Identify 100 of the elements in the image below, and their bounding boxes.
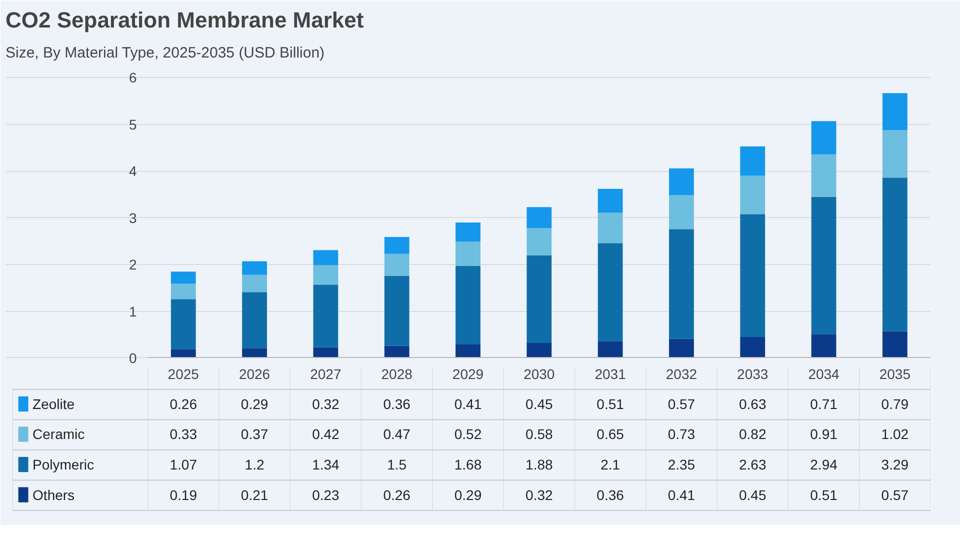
bar bbox=[456, 266, 480, 344]
bar bbox=[170, 272, 196, 284]
data-label: 0.57 bbox=[881, 486, 909, 503]
bar bbox=[811, 154, 836, 197]
y-tick-label: 0 bbox=[129, 350, 138, 366]
x-tick-label: 2026 bbox=[238, 366, 270, 382]
bar bbox=[811, 334, 836, 358]
data-label: 0.63 bbox=[738, 396, 766, 412]
y-tick-label: 3 bbox=[129, 210, 138, 226]
data-label: 0.58 bbox=[526, 426, 553, 442]
bar bbox=[384, 346, 410, 358]
bar bbox=[170, 284, 196, 300]
data-label: 0.41 bbox=[454, 396, 482, 412]
data-label: 0.42 bbox=[312, 426, 340, 442]
bar bbox=[669, 194, 694, 230]
x-tick-label: 2027 bbox=[310, 366, 342, 382]
x-tick-label: 2035 bbox=[879, 366, 911, 382]
y-tick-label: 5 bbox=[129, 116, 138, 132]
bar bbox=[313, 347, 338, 358]
x-tick-label: 2029 bbox=[452, 366, 484, 382]
legend-label: Others bbox=[32, 486, 75, 503]
bar bbox=[526, 255, 552, 344]
bar bbox=[669, 229, 694, 339]
bar bbox=[384, 254, 410, 276]
bar bbox=[598, 243, 623, 342]
data-label: 0.36 bbox=[596, 486, 624, 503]
bar bbox=[882, 130, 908, 178]
bar bbox=[882, 331, 908, 358]
bar bbox=[170, 299, 196, 350]
data-label: 0.23 bbox=[312, 486, 340, 503]
bar bbox=[882, 178, 908, 332]
y-tick-label: 1 bbox=[129, 303, 138, 320]
data-label: 0.82 bbox=[738, 426, 766, 442]
y-tick-label: 4 bbox=[129, 163, 138, 180]
legend-label: Zeolite bbox=[32, 396, 75, 412]
x-tick-label: 2025 bbox=[168, 366, 200, 382]
data-label: 0.45 bbox=[526, 396, 553, 412]
data-label: 3.29 bbox=[881, 456, 909, 472]
data-label: 0.32 bbox=[312, 396, 340, 412]
bar bbox=[669, 168, 694, 195]
data-label: 0.57 bbox=[668, 396, 696, 412]
bar bbox=[598, 188, 623, 213]
bar bbox=[811, 121, 836, 154]
bar bbox=[526, 228, 552, 256]
bar bbox=[740, 146, 766, 176]
bar bbox=[669, 338, 694, 358]
data-label: 0.19 bbox=[170, 486, 198, 503]
data-label: 0.51 bbox=[596, 396, 624, 412]
data-label: 0.73 bbox=[668, 426, 696, 442]
data-label: 0.71 bbox=[810, 396, 838, 412]
data-label: 0.29 bbox=[240, 396, 268, 412]
x-tick-label: 2032 bbox=[666, 366, 698, 382]
bar bbox=[456, 242, 480, 266]
legend-label: Polymeric bbox=[32, 456, 94, 472]
data-label: 0.36 bbox=[383, 396, 411, 412]
data-label: 0.79 bbox=[881, 396, 909, 412]
bar bbox=[456, 222, 480, 242]
x-tick-label: 2030 bbox=[524, 366, 555, 382]
x-tick-label: 2033 bbox=[737, 366, 768, 382]
data-label: 0.91 bbox=[810, 426, 838, 442]
data-label: 0.26 bbox=[383, 486, 411, 503]
data-label: 0.47 bbox=[383, 426, 411, 442]
bar bbox=[242, 292, 267, 348]
bar bbox=[740, 336, 766, 358]
bar bbox=[170, 349, 196, 358]
legend-label: Ceramic bbox=[32, 426, 85, 442]
bar bbox=[882, 93, 908, 130]
bar bbox=[313, 265, 338, 285]
bar bbox=[526, 207, 552, 228]
bar bbox=[384, 276, 410, 346]
x-tick-label: 2028 bbox=[381, 366, 413, 382]
bar bbox=[598, 212, 623, 244]
data-label: 1.34 bbox=[312, 456, 340, 472]
bar bbox=[598, 341, 623, 358]
data-label: 0.45 bbox=[738, 486, 766, 503]
data-label: 2.35 bbox=[668, 456, 696, 472]
y-tick-label: 6 bbox=[129, 70, 138, 86]
data-label: 1.2 bbox=[244, 456, 264, 472]
bar bbox=[242, 348, 267, 358]
x-tick-label: 2031 bbox=[594, 366, 626, 382]
data-label: 1.02 bbox=[881, 426, 909, 442]
bar bbox=[242, 261, 267, 275]
data-label: 0.65 bbox=[596, 426, 624, 442]
chart-subtitle: Size, By Material Type, 2025-2035 (USD Billion) bbox=[6, 44, 325, 62]
bar bbox=[313, 250, 338, 266]
data-label: 0.33 bbox=[170, 426, 198, 442]
data-label: 1.07 bbox=[170, 456, 198, 472]
data-label: 0.37 bbox=[240, 426, 268, 442]
data-label: 0.32 bbox=[526, 486, 553, 503]
data-label: 0.52 bbox=[454, 426, 482, 442]
x-tick-label: 2034 bbox=[808, 366, 840, 382]
bar bbox=[811, 196, 836, 334]
bar bbox=[384, 237, 410, 254]
bar bbox=[740, 214, 766, 337]
bar bbox=[242, 274, 267, 292]
data-label: 0.51 bbox=[810, 486, 838, 503]
bar bbox=[740, 176, 766, 214]
bar bbox=[456, 344, 480, 358]
data-label: 2.63 bbox=[738, 456, 766, 472]
data-label: 0.29 bbox=[454, 486, 482, 503]
